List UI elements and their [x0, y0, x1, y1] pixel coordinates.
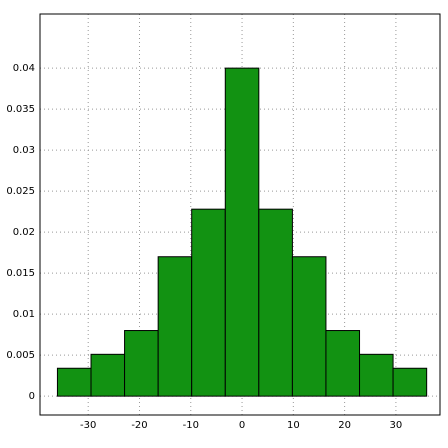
x-tick-label: -10: [183, 420, 199, 431]
bar: [124, 330, 159, 397]
x-tick-label: 0: [239, 420, 245, 431]
bar: [325, 330, 361, 397]
x-tick-label: -20: [131, 420, 147, 431]
y-tick-label: 0.01: [13, 309, 35, 320]
y-tick-label: 0.02: [13, 227, 35, 238]
x-tick-label: 30: [390, 420, 403, 431]
y-tick-label: 0: [29, 391, 35, 402]
bar: [359, 353, 394, 397]
y-tick-label: 0.025: [6, 186, 35, 197]
x-tick-label: -30: [80, 420, 96, 431]
bar: [291, 256, 327, 397]
y-tick-label: 0.03: [13, 145, 35, 156]
bar: [392, 367, 428, 397]
y-tick-label: 0.015: [6, 268, 35, 279]
bar: [191, 208, 226, 397]
y-tick-label: 0.04: [13, 63, 35, 74]
bar: [56, 367, 92, 397]
plot-frame: [39, 13, 441, 416]
x-tick-label: 10: [287, 420, 300, 431]
bar: [90, 353, 126, 397]
x-tick-label: 20: [338, 420, 351, 431]
y-tick-label: 0.005: [6, 350, 35, 361]
bar: [224, 67, 260, 397]
bar: [258, 208, 293, 397]
bar: [157, 256, 193, 397]
y-tick-label: 0.035: [6, 104, 35, 115]
